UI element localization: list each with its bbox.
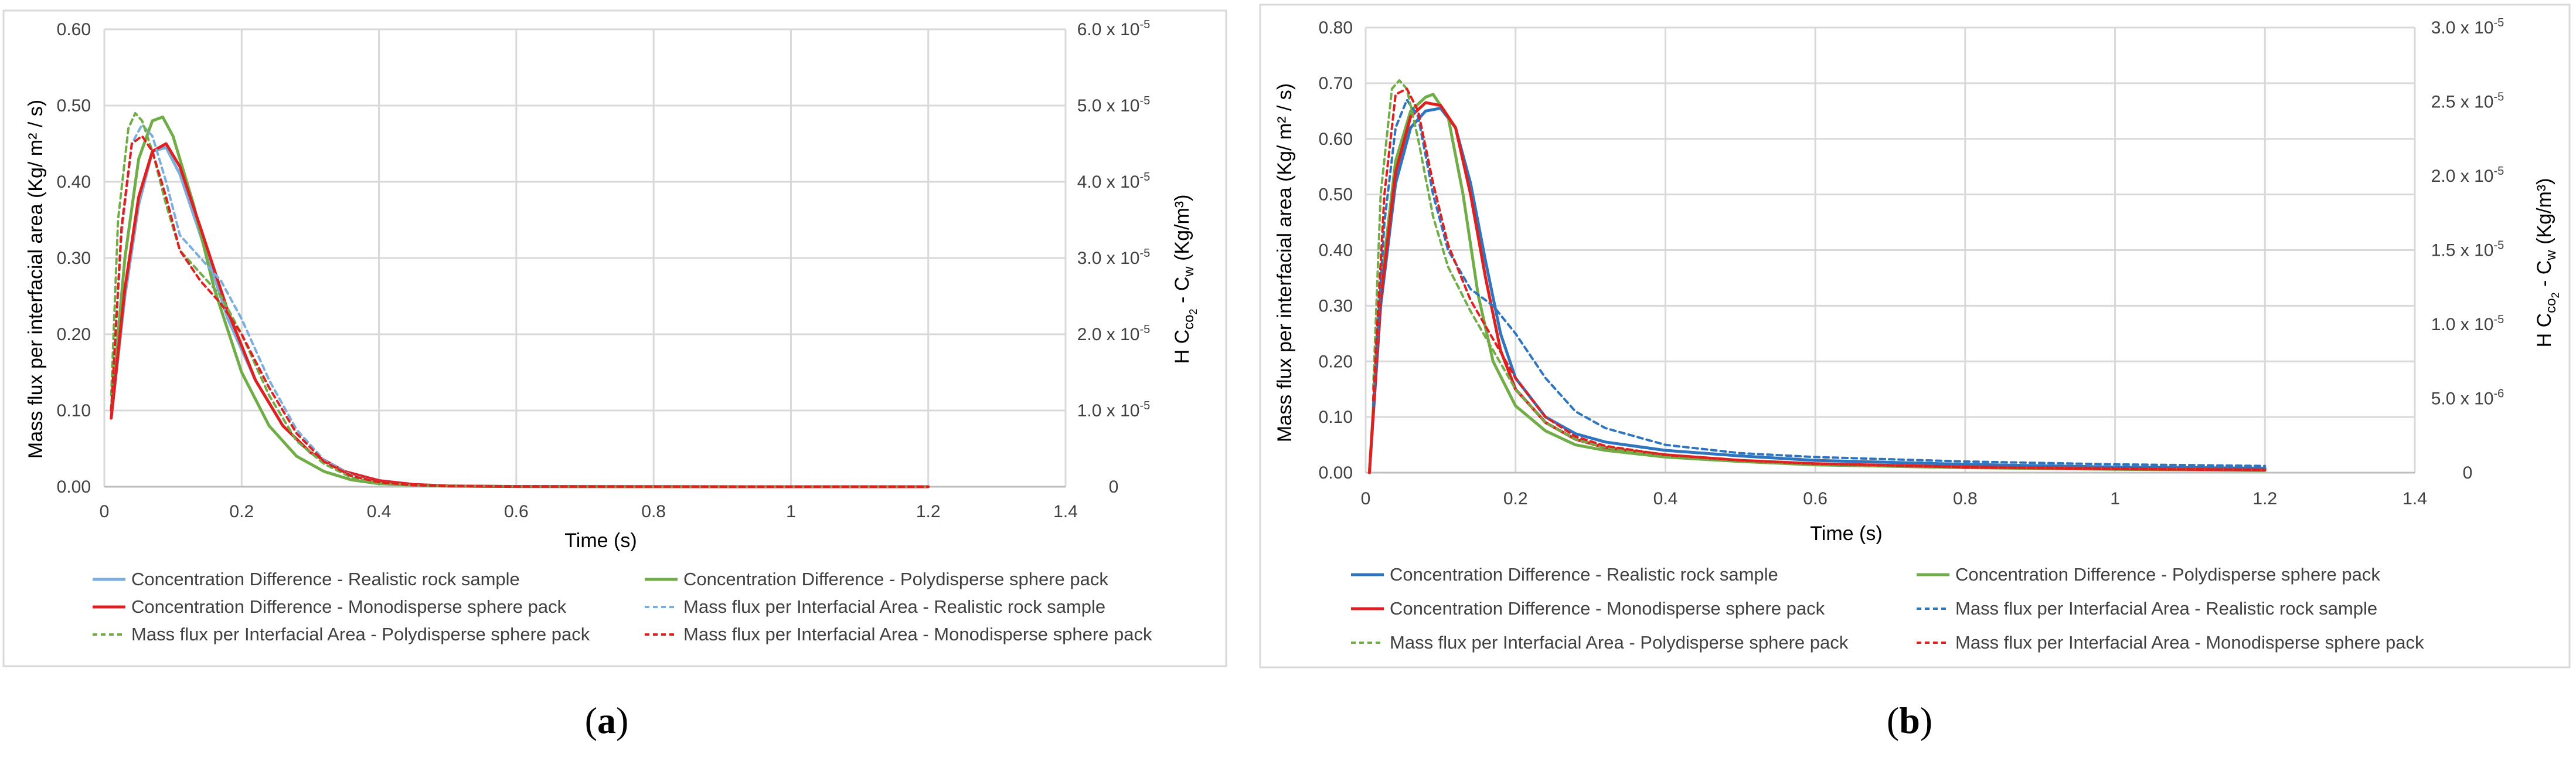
y-tick-label: 0.60 bbox=[1319, 130, 1353, 149]
x-tick-label: 1.4 bbox=[2403, 489, 2427, 508]
legend-label: Mass flux per Interfacial Area - Monodis… bbox=[1955, 632, 2424, 653]
y-tick-label: 0.70 bbox=[1319, 74, 1353, 93]
legend-label: Concentration Difference - Polydisperse … bbox=[683, 569, 1108, 589]
series-line-4 bbox=[1372, 79, 2267, 471]
y-tick-label: 0.20 bbox=[1319, 352, 1353, 371]
y2-tick-label: 1.5 x 10-5 bbox=[2431, 239, 2504, 260]
series-line-5 bbox=[1372, 87, 2267, 471]
legend-label: Concentration Difference - Polydisperse … bbox=[1955, 564, 2380, 585]
y2-tick-label: 3.0 x 10-5 bbox=[2431, 16, 2504, 38]
y-tick-label: 0.80 bbox=[1319, 18, 1353, 38]
chart-b-x-axis-title: Time (s) bbox=[1810, 522, 1882, 545]
panel-a-label: (a) bbox=[585, 700, 629, 741]
x-tick-label: 1 bbox=[2110, 489, 2120, 508]
chart-b-y-axis-title: Mass flux per interfacial area (Kg/ m² /… bbox=[1274, 83, 1296, 442]
legend-label: Concentration Difference - Monodisperse … bbox=[131, 596, 567, 617]
y-tick-label: 0.10 bbox=[57, 401, 91, 420]
x-tick-label: 1.2 bbox=[916, 502, 941, 521]
chart-a-y2-axis-title: H Cco2 - Cw (Kg/m³) bbox=[1171, 195, 1199, 364]
y2-tick-label: 2.0 x 10-5 bbox=[2431, 165, 2504, 186]
chart-a: 0.000.100.200.300.400.500.60 01.0 x 10-5… bbox=[25, 18, 1199, 644]
chart-a-y2-ticks: 0 1.0 x 10-5 2.0 x 10-5 3.0 x 10-5 4.0 x 10-… bbox=[1077, 18, 1151, 497]
x-tick-label: 0.8 bbox=[1953, 489, 1978, 508]
legend-label: Mass flux per Interfacial Area - Monodis… bbox=[683, 624, 1152, 644]
chart-a-series bbox=[110, 112, 930, 488]
legend-label: Mass flux per Interfacial Area - Realist… bbox=[683, 596, 1105, 617]
y2-tick-label: 0 bbox=[1109, 477, 1119, 497]
x-tick-label: 0 bbox=[100, 502, 110, 521]
y-tick-label: 0.00 bbox=[57, 477, 91, 497]
x-tick-label: 1.2 bbox=[2252, 489, 2277, 508]
y-tick-label: 0.10 bbox=[1319, 408, 1353, 427]
panel-a-frame bbox=[2, 9, 1227, 667]
series-line-4 bbox=[110, 112, 930, 488]
x-tick-label: 0.6 bbox=[504, 502, 529, 521]
chart-a-x-ticks: 0 0.2 0.4 0.6 0.8 1 1.2 1.4 bbox=[100, 502, 1078, 521]
y-tick-label: 0.50 bbox=[1319, 185, 1353, 205]
y2-tick-label: 0 bbox=[2463, 463, 2473, 483]
chart-b-series bbox=[1367, 79, 2267, 474]
series-line-0 bbox=[1367, 107, 2267, 474]
legend-label: Concentration Difference - Realistic roc… bbox=[131, 569, 520, 589]
chart-b-legend: Concentration Difference - Realistic roc… bbox=[1351, 564, 2424, 653]
chart-b-y-ticks: 0.00 0.10 0.20 0.30 0.40 0.50 0.60 0.70 0.80 bbox=[1319, 18, 1353, 483]
x-tick-label: 0.4 bbox=[367, 502, 392, 521]
chart-b-y2-axis-title: H Cco2 - Cw (Kg/m³) bbox=[2533, 178, 2561, 348]
chart-a-legend: Concentration Difference - Realistic roc… bbox=[93, 569, 1152, 644]
series-line-5 bbox=[110, 135, 930, 488]
panel-b-frame bbox=[1259, 4, 2571, 669]
legend-label: Mass flux per Interfacial Area - Realist… bbox=[1955, 598, 2377, 619]
x-tick-label: 0.2 bbox=[1503, 489, 1528, 508]
y2-tick-label: 4.0 x 10-5 bbox=[1077, 171, 1151, 192]
y2-tick-label: 5.0 x 10-5 bbox=[1077, 94, 1151, 116]
y-tick-label: 0.00 bbox=[1319, 463, 1353, 483]
chart-a-y-ticks: 0.00 0.10 0.20 0.30 0.40 0.50 0.60 bbox=[57, 20, 91, 497]
legend-label: Mass flux per Interfacial Area - Polydis… bbox=[131, 624, 590, 644]
chart-a-y-axis-title: Mass flux per interfacial area (Kg/ m² /… bbox=[25, 100, 47, 459]
x-tick-label: 0 bbox=[1361, 489, 1371, 508]
y2-tick-label: 6.0 x 10-5 bbox=[1077, 18, 1151, 39]
chart-b-y2-ticks: 0 5.0 x 10-6 1.0 x 10-5 1.5 x 10-5 2.0 x 10-… bbox=[2431, 16, 2504, 483]
y2-tick-label: 2.0 x 10-5 bbox=[1077, 323, 1151, 344]
chart-b: 0.000.100.200.300.400.500.600.700.80 05.… bbox=[1274, 16, 2561, 653]
y2-tick-label: 2.5 x 10-5 bbox=[2431, 91, 2504, 112]
y2-tick-label: 3.0 x 10-5 bbox=[1077, 247, 1151, 268]
y-tick-label: 0.40 bbox=[57, 172, 91, 192]
y2-tick-label: 1.0 x 10-5 bbox=[2431, 313, 2504, 334]
legend-label: Concentration Difference - Realistic roc… bbox=[1390, 564, 1778, 585]
x-tick-label: 0.8 bbox=[641, 502, 666, 521]
y-tick-label: 0.30 bbox=[1319, 296, 1353, 315]
x-tick-label: 1 bbox=[786, 502, 796, 521]
y-tick-label: 0.30 bbox=[57, 249, 91, 268]
y2-tick-label: 1.0 x 10-5 bbox=[1077, 399, 1151, 420]
legend-label: Mass flux per Interfacial Area - Polydis… bbox=[1390, 632, 1849, 653]
y-tick-label: 0.60 bbox=[57, 20, 91, 39]
x-tick-label: 0.4 bbox=[1653, 489, 1678, 508]
chart-b-x-ticks: 0 0.2 0.4 0.6 0.8 1 1.2 1.4 bbox=[1361, 489, 2427, 508]
y-tick-label: 0.50 bbox=[57, 96, 91, 116]
x-tick-label: 0.6 bbox=[1803, 489, 1828, 508]
x-tick-label: 0.2 bbox=[229, 502, 254, 521]
panel-b-label: (b) bbox=[1887, 700, 1932, 741]
y-tick-label: 0.40 bbox=[1319, 241, 1353, 260]
x-tick-label: 1.4 bbox=[1053, 502, 1078, 521]
y-tick-label: 0.20 bbox=[57, 325, 91, 344]
series-line-3 bbox=[1372, 99, 2267, 467]
chart-a-x-axis-title: Time (s) bbox=[564, 530, 637, 552]
legend-label: Concentration Difference - Monodisperse … bbox=[1390, 598, 1825, 619]
y2-tick-label: 5.0 x 10-6 bbox=[2431, 388, 2504, 409]
